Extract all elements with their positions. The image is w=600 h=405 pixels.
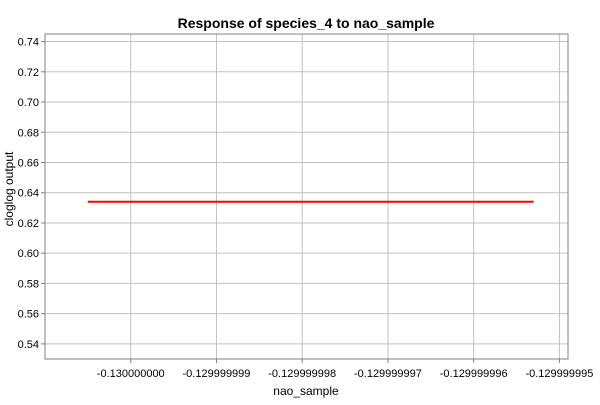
x-tick-label: -0.129999997 [354, 368, 422, 380]
y-tick-label: 0.58 [18, 278, 39, 290]
x-tick-label: -0.129999995 [525, 368, 593, 380]
y-axis-label: cloglog output [2, 151, 16, 226]
chart-title: Response of species_4 to nao_sample [178, 15, 435, 31]
grid [45, 34, 568, 359]
y-tick-label: 0.70 [18, 97, 39, 109]
x-tick-label: -0.129999999 [183, 368, 251, 380]
x-tick-label: -0.130000000 [97, 368, 165, 380]
axes: 0.54 0.56 0.58 0.60 0.62 0.64 0.66 0.68 0.70 0.72… [18, 37, 594, 380]
y-tick-label: 0.60 [18, 248, 39, 260]
x-tick-label: -0.129999996 [440, 368, 508, 380]
y-tick-label: 0.64 [18, 188, 39, 200]
y-tick-label: 0.54 [18, 339, 39, 351]
y-tick-label: 0.66 [18, 157, 39, 169]
y-tick-label: 0.68 [18, 127, 39, 139]
y-tick-label: 0.74 [18, 37, 39, 49]
y-tick-label: 0.62 [18, 218, 39, 230]
x-axis-label: nao_sample [273, 384, 339, 398]
y-tick-label: 0.56 [18, 309, 39, 321]
x-tick-label: -0.129999998 [268, 368, 336, 380]
y-tick-label: 0.72 [18, 67, 39, 79]
plot-frame [44, 33, 569, 360]
